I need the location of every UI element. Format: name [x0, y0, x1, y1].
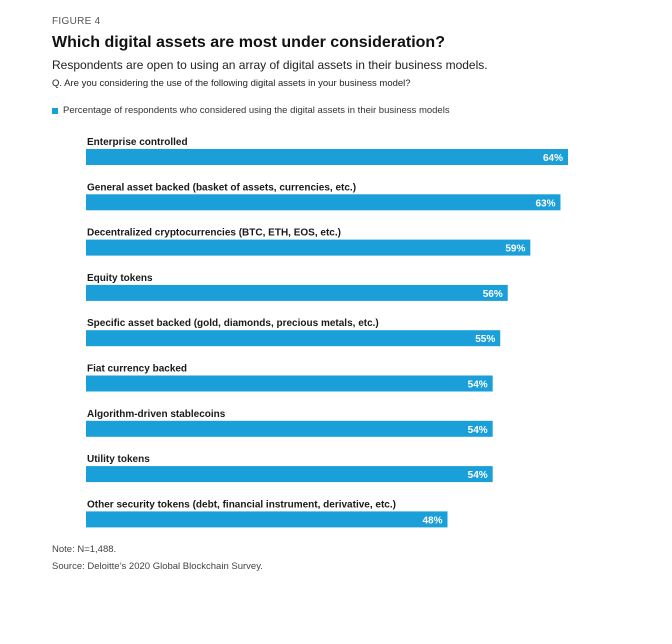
- legend-swatch: [52, 107, 58, 114]
- bar: [86, 239, 531, 256]
- category-label: Algorithm-driven stablecoins: [87, 409, 226, 420]
- category-label: Specific asset backed (gold, diamonds, p…: [87, 318, 379, 329]
- bar-value-label: 56%: [483, 289, 503, 300]
- chart-legend: Percentage of respondents who considered…: [52, 105, 450, 116]
- bar-value-label: 59%: [505, 244, 525, 255]
- bar: [86, 194, 561, 211]
- bar: [86, 375, 493, 392]
- chart-source: Source: Deloitte’s 2020 Global Blockchai…: [52, 561, 263, 572]
- category-label: Fiat currency backed: [87, 364, 187, 375]
- bar-value-label: 54%: [468, 380, 488, 391]
- bar: [86, 466, 493, 483]
- legend-label: Percentage of respondents who considered…: [63, 105, 450, 116]
- bar-value-label: 55%: [475, 334, 495, 345]
- category-label: Decentralized cryptocurrencies (BTC, ETH…: [87, 228, 341, 239]
- chart-note: Note: N=1,488.: [52, 544, 117, 555]
- bar-value-label: 64%: [543, 153, 563, 164]
- category-label: Utility tokens: [87, 454, 150, 465]
- bar-value-label: 48%: [422, 515, 442, 526]
- figure-label: FIGURE 4: [52, 16, 101, 27]
- bar: [86, 420, 493, 437]
- survey-question: Q. Are you considering the use of the fo…: [52, 78, 411, 89]
- category-label: Other security tokens (debt, financial i…: [87, 499, 396, 510]
- bar: [86, 330, 501, 347]
- bar-value-label: 54%: [468, 470, 488, 481]
- category-label: Enterprise controlled: [87, 137, 188, 148]
- bar: [86, 511, 448, 528]
- category-label: General asset backed (basket of assets, …: [87, 182, 356, 193]
- category-label: Equity tokens: [87, 273, 153, 284]
- bar: [86, 284, 508, 301]
- bar-value-label: 63%: [535, 198, 555, 209]
- chart-subtitle: Respondents are open to using an array o…: [52, 58, 488, 72]
- chart-title: Which digital assets are most under cons…: [52, 34, 445, 51]
- bar-value-label: 54%: [468, 425, 488, 436]
- bar: [86, 149, 568, 165]
